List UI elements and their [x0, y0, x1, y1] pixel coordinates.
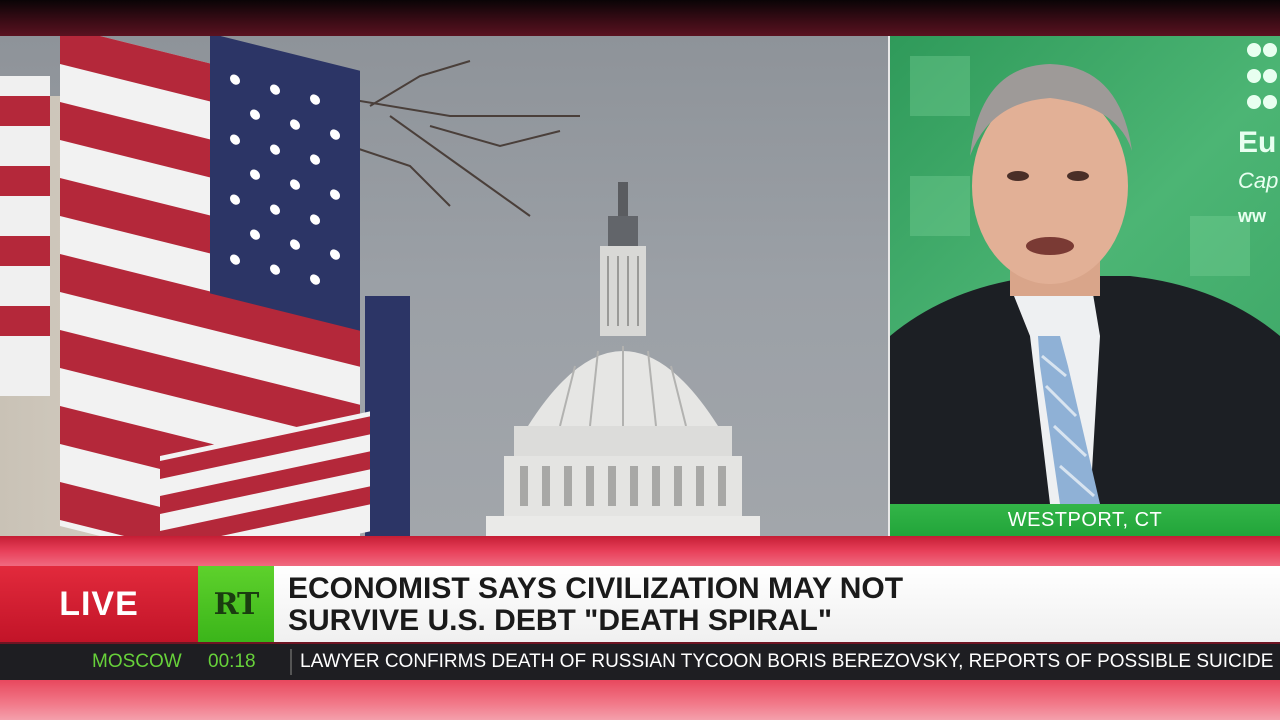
ticker-city: MOSCOW	[92, 651, 182, 672]
backdrop-text-line1: Eu	[1238, 126, 1277, 159]
ticker-text: LAWYER CONFIRMS DEATH OF RUSSIAN TYCOON …	[300, 651, 1274, 672]
rt-logo-text: RT	[213, 586, 260, 622]
guest-portrait	[890, 43, 1280, 504]
video-panel-guest: Eu Cap ww	[890, 36, 1280, 504]
headline-line-1: ECONOMIST SAYS CIVILIZATION MAY NOT	[288, 572, 904, 605]
location-label: WESTPORT, CT	[890, 504, 1280, 536]
backdrop-text-line3: ww	[1238, 206, 1267, 226]
lower-third-divider	[0, 536, 1280, 566]
flag-small-icon	[160, 296, 410, 536]
capitol-dome	[486, 182, 760, 536]
bottom-band	[0, 680, 1280, 720]
news-ticker: MOSCOW 00:18 LAWYER CONFIRMS DEATH OF RU…	[0, 644, 1280, 680]
rt-logo: RT	[198, 566, 274, 642]
ticker-time: 00:18	[208, 651, 256, 672]
flag-edge-icon	[0, 76, 50, 396]
headline-line-2: SURVIVE U.S. DEBT "DEATH SPIRAL"	[288, 604, 833, 637]
ticker-separator	[290, 649, 292, 675]
headline: ECONOMIST SAYS CIVILIZATION MAY NOT SURV…	[274, 566, 1280, 642]
video-panel-capitol	[0, 36, 890, 536]
live-badge: LIVE	[0, 566, 198, 642]
top-band	[0, 0, 1280, 36]
backdrop-text-line2: Cap	[1238, 168, 1279, 193]
tree-branches	[330, 60, 580, 217]
